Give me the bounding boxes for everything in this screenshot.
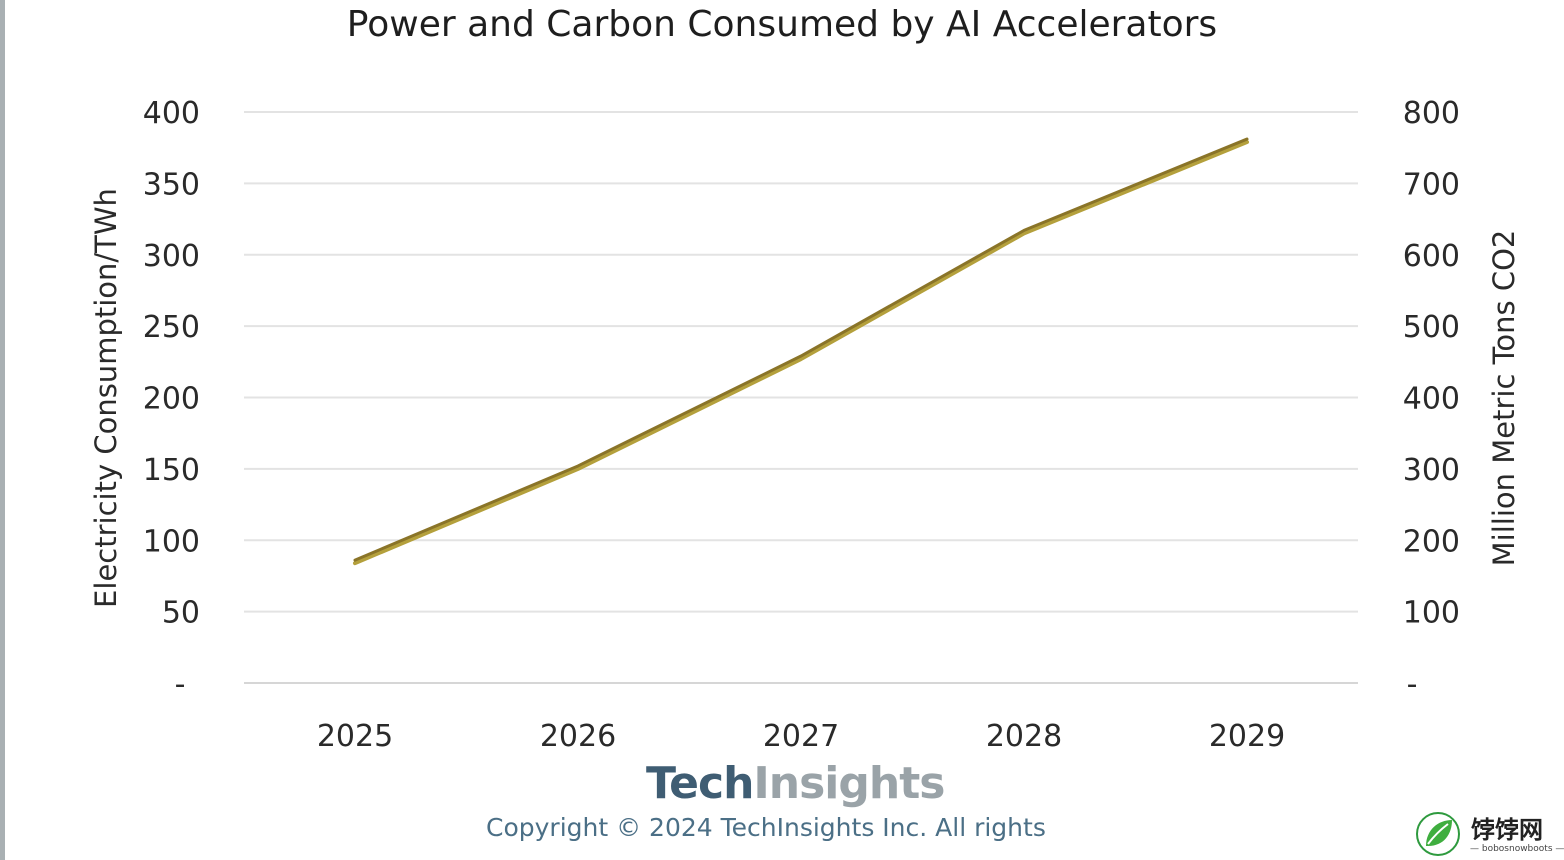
right-axis-title: Million Metric Tons CO2: [1487, 230, 1521, 567]
left-tick-label: 350: [143, 167, 200, 202]
right-tick-label: 800: [1403, 96, 1460, 131]
x-axis-ticks: 2025 2026 2027 2028 2029: [317, 719, 1285, 754]
right-tick-label: 200: [1403, 524, 1460, 559]
chart-title: Power and Carbon Consumed by AI Accelera…: [346, 4, 1218, 45]
right-axis-ticks: - 100 200 300 400 500 600 700 800: [1403, 96, 1460, 702]
x-tick-label: 2029: [1209, 719, 1285, 754]
right-tick-label: 300: [1403, 453, 1460, 488]
right-tick-label: 700: [1403, 167, 1460, 202]
right-tick-label: 100: [1403, 596, 1460, 631]
left-axis-title: Electricity Consumption/TWh: [89, 188, 123, 608]
right-tick-label: 500: [1403, 310, 1460, 345]
left-tick-label: 50: [162, 596, 200, 631]
watermark-sub: — bobosnowboots —: [1470, 844, 1564, 854]
gridlines: [244, 111, 1358, 684]
left-tick-label: -: [175, 667, 186, 702]
series-line-co2: [353, 137, 1249, 562]
series-line-electricity: [353, 140, 1249, 566]
right-tick-label: 400: [1403, 382, 1460, 417]
logo-insights-text: Insights: [753, 758, 945, 809]
left-border-rule: [0, 0, 5, 860]
series-lines: [353, 137, 1249, 566]
left-tick-label: 300: [143, 239, 200, 274]
leaf-logo-icon: [1416, 812, 1460, 856]
watermark: 饽饽网 — bobosnowboots —: [1416, 810, 1564, 860]
left-tick-label: 400: [143, 96, 200, 131]
right-tick-label: 600: [1403, 239, 1460, 274]
techinsights-logo: TechInsights: [646, 758, 945, 809]
x-tick-label: 2025: [317, 719, 393, 754]
left-tick-label: 100: [143, 524, 200, 559]
left-tick-label: 200: [143, 382, 200, 417]
x-tick-label: 2027: [763, 719, 839, 754]
left-tick-label: 150: [143, 453, 200, 488]
copyright-notice: Copyright © 2024 TechInsights Inc. All r…: [486, 813, 1046, 842]
left-tick-label: 250: [143, 310, 200, 345]
watermark-name: 饽饽网: [1471, 816, 1543, 844]
x-tick-label: 2028: [986, 719, 1062, 754]
right-tick-label: -: [1407, 667, 1418, 702]
left-axis-ticks: - 50 100 150 200 250 300 350 400: [143, 96, 200, 702]
x-tick-label: 2026: [540, 719, 616, 754]
logo-tech-text: Tech: [646, 758, 754, 809]
